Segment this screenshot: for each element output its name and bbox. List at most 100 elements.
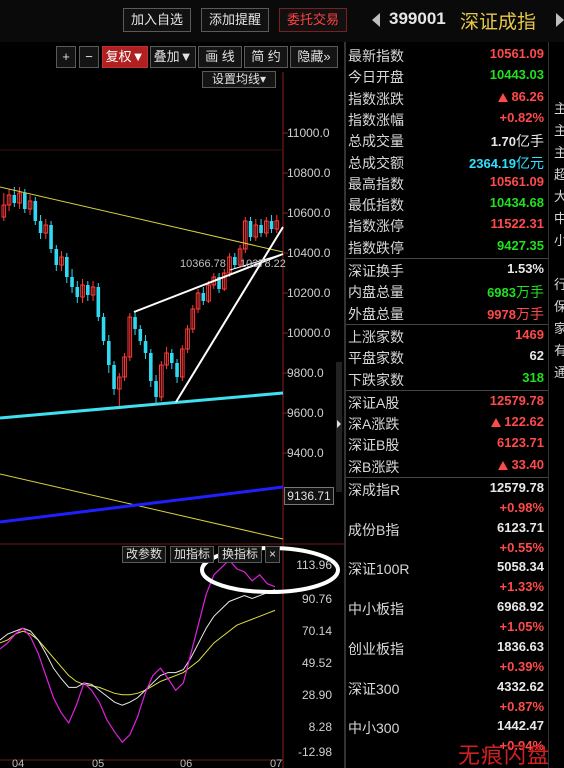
quote-value: 10443.03 <box>490 67 544 82</box>
index-row[interactable]: 中小板指 6968.92 +1.05% <box>346 595 548 635</box>
indicator-axis-label: -12.98 <box>297 745 332 759</box>
candle-body <box>190 308 196 330</box>
price-axis-label: 11000.0 <box>287 126 330 140</box>
quote-value: 1.53% <box>507 261 544 276</box>
right-strip-char: 主 <box>554 142 564 161</box>
quote-label: 指数跌停 <box>348 239 404 256</box>
quote-value-number: 6983 <box>487 285 516 301</box>
index-row[interactable]: 创业板指 1836.63 +0.39% <box>346 635 548 675</box>
price-axis-label: 10200.0 <box>287 286 331 300</box>
candle-body <box>201 293 206 301</box>
candle-body <box>185 328 190 350</box>
index-value: 1836.63 <box>497 638 544 654</box>
add-indicator-button[interactable]: 加指标 <box>170 546 214 563</box>
indicator-axis-label: 70.14 <box>301 624 332 638</box>
indicator-axis-label: 8.28 <box>308 720 332 734</box>
right-strip-char: 保 <box>554 296 564 315</box>
quote-value-number: 62 <box>529 348 544 364</box>
candle-body <box>86 285 90 295</box>
panel-divider <box>344 42 346 768</box>
candle-body <box>117 376 122 390</box>
candle-body <box>23 193 27 209</box>
index-value: 1442.47 <box>497 718 544 734</box>
index-row[interactable]: 中小300 1442.47 +0.94% <box>346 714 548 754</box>
quote-row: 深B涨跌 33.40 <box>346 455 548 476</box>
quote-value-number: 1469 <box>515 326 544 342</box>
index-value: 12579.78 <box>489 480 544 495</box>
add-watchlist-button[interactable]: 加入自选 <box>123 8 191 32</box>
panel-separator <box>346 258 548 259</box>
index-row[interactable]: 深成指R 12579.78 +0.98% <box>346 476 548 516</box>
quote-label: 深证换手 <box>348 263 404 279</box>
index-row[interactable]: 成份B指 6123.71 +0.55% <box>346 516 548 556</box>
kline-chart[interactable] <box>0 42 344 768</box>
quote-row: 总成交额 2364.19亿元 <box>346 151 548 172</box>
right-strip-char: 中 <box>554 208 564 227</box>
quote-value: 10561.09 <box>490 46 544 61</box>
zoom-in-button[interactable]: + <box>56 46 76 68</box>
candle-body <box>17 192 22 204</box>
index-pct: +0.94% <box>499 738 544 754</box>
quote-value-number: 1.53% <box>507 261 544 276</box>
zoom-out-button[interactable]: − <box>79 46 99 68</box>
index-title: 深证成指 <box>460 12 537 33</box>
quote-value: 2364.19亿元 <box>469 153 544 173</box>
quote-value: 10434.68 <box>490 195 544 210</box>
close-indicator-icon[interactable]: × <box>265 546 280 563</box>
x-axis-label: 05 <box>92 758 105 768</box>
quote-value-number: 2364.19 <box>469 155 516 171</box>
quote-value: 6123.71 <box>497 435 544 450</box>
overlay-button[interactable]: 叠加▼ <box>150 46 196 68</box>
quote-unit: 万手 <box>516 284 544 301</box>
restore-rights-button[interactable]: 复权▼ <box>102 46 148 68</box>
candle-body <box>259 225 263 233</box>
order-trade-button[interactable]: 委托交易 <box>279 8 347 32</box>
quote-row: 外盘总量 9978万手 <box>346 302 548 323</box>
add-alert-button[interactable]: 添加提醒 <box>201 8 269 32</box>
quote-unit: 万手 <box>516 305 544 322</box>
change-params-button[interactable]: 改参数 <box>122 546 166 563</box>
quote-value: 9427.35 <box>497 238 544 253</box>
trendline-blue <box>0 485 284 524</box>
prev-triangle-icon[interactable] <box>372 13 380 27</box>
quote-label: 上涨家数 <box>348 328 404 345</box>
quote-value: 122.62 <box>491 414 544 429</box>
quote-label: 最高指数 <box>348 175 404 192</box>
quote-row: 深证A股 12579.78 <box>346 391 548 412</box>
set-ma-button[interactable]: 设置均线▾ <box>202 71 276 88</box>
draw-line-button[interactable]: 画 线 <box>198 46 242 68</box>
top-bar: 加入自选 添加提醒 委托交易 399001 深证成指 <box>0 0 564 42</box>
candle-body <box>138 329 143 341</box>
right-strip-char: 有 <box>554 340 564 359</box>
hide-button[interactable]: 隐藏» <box>290 46 338 68</box>
index-row[interactable]: 深证300 4332.62 +0.87% <box>346 675 548 715</box>
quote-value-number: 122.62 <box>504 414 544 430</box>
index-pct: +0.55% <box>499 539 544 555</box>
candle-body <box>107 341 111 365</box>
quote-row: 内盘总量 6983万手 <box>346 280 548 301</box>
index-pct: +0.87% <box>499 698 544 714</box>
index-row[interactable]: 深证100R 5058.34 +1.33% <box>346 555 548 595</box>
quote-label: 指数涨幅 <box>348 111 404 128</box>
right-strip-char: 超 <box>554 164 564 183</box>
next-triangle-icon[interactable] <box>556 13 564 27</box>
quote-row: 总成交量 1.70亿手 <box>346 129 548 150</box>
candle-body <box>96 287 101 317</box>
quote-value-number: 318 <box>522 369 544 385</box>
candle-body <box>175 363 179 377</box>
candle-body <box>43 224 49 234</box>
candle-body <box>164 352 169 366</box>
switch-indicator-button[interactable]: 换指标 <box>218 546 262 563</box>
simple-mode-button[interactable]: 简 约 <box>244 46 288 68</box>
quote-value: 6983万手 <box>487 282 544 302</box>
indicator-line-yellow <box>0 609 276 696</box>
trendline-yellow <box>0 186 284 253</box>
candle-body <box>264 220 269 234</box>
quote-value: 33.40 <box>498 457 544 472</box>
index-value: 4332.62 <box>497 678 544 694</box>
candle-body <box>112 365 116 389</box>
candle-body <box>38 221 43 233</box>
scroll-track <box>336 362 342 492</box>
candle-body <box>1 204 7 218</box>
candle-body <box>159 364 164 398</box>
